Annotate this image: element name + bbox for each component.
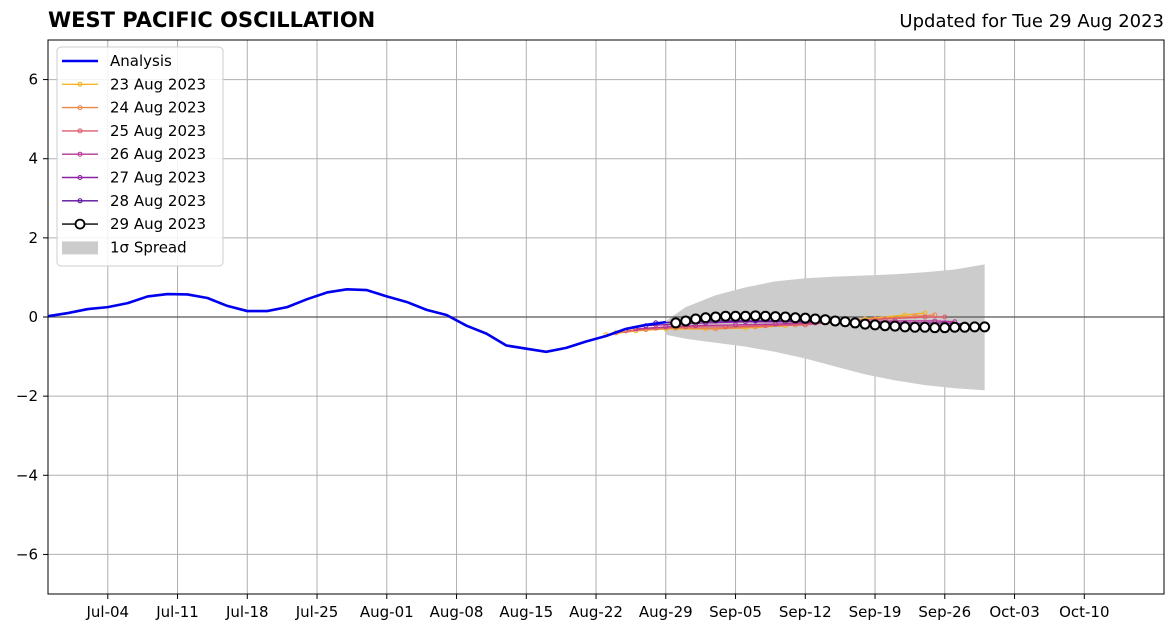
y-tick-label: 4 — [28, 150, 38, 168]
legend-label: 23 Aug 2023 — [110, 75, 206, 93]
legend-marker — [77, 128, 83, 134]
forecast-series-line — [625, 316, 945, 332]
spread-area — [665, 264, 985, 391]
forecast-series-line — [635, 320, 955, 330]
latest-point — [759, 310, 771, 322]
latest-point — [700, 312, 712, 324]
y-tick-label: −6 — [16, 545, 38, 563]
legend-label: Analysis — [110, 52, 172, 70]
legend-marker — [77, 151, 83, 157]
latest-point — [809, 313, 821, 325]
latest-point — [869, 319, 881, 331]
latest-point — [829, 315, 841, 327]
x-tick-label: Aug-22 — [569, 603, 623, 621]
latest-point — [879, 320, 891, 332]
latest-point — [690, 313, 702, 325]
x-tick-label: Sep-05 — [709, 603, 762, 621]
latest-point — [899, 321, 911, 333]
x-tick-label: Sep-26 — [918, 603, 971, 621]
x-tick-label: Aug-08 — [430, 603, 484, 621]
x-tick-label: Aug-29 — [639, 603, 693, 621]
legend-label: 25 Aug 2023 — [110, 122, 206, 140]
forecast-point — [922, 314, 928, 320]
latest-point — [710, 311, 722, 323]
latest-point — [680, 315, 692, 327]
y-tick-label: −4 — [16, 466, 38, 484]
legend-label: 24 Aug 2023 — [110, 99, 206, 117]
legend-label: 29 Aug 2023 — [110, 215, 206, 233]
y-tick-label: −2 — [16, 387, 38, 405]
latest-point — [839, 316, 851, 328]
x-tick-label: Sep-19 — [849, 603, 902, 621]
x-tick-label: Jul-11 — [155, 603, 199, 621]
latest-point — [959, 321, 971, 333]
x-axis-ticks: Jul-04 Jul-11 Jul-18 Jul-25 Aug-01 Aug-08 Aug-… — [85, 594, 1110, 621]
latest-point — [789, 312, 801, 324]
legend-swatch — [62, 241, 98, 255]
latest-point — [969, 321, 981, 333]
latest-point — [919, 321, 931, 333]
x-tick-label: Jul-25 — [295, 603, 339, 621]
latest-point — [749, 310, 761, 322]
latest-point — [909, 321, 921, 333]
legend-marker — [77, 105, 83, 111]
latest-point — [859, 318, 871, 330]
updated-date: Updated for Tue 29 Aug 2023 — [899, 11, 1164, 32]
x-tick-label: Oct-10 — [1059, 603, 1109, 621]
x-tick-label: Aug-15 — [499, 603, 553, 621]
legend-label: 28 Aug 2023 — [110, 192, 206, 210]
latest-point — [949, 321, 961, 333]
latest-point — [979, 321, 991, 333]
legend-label: 26 Aug 2023 — [110, 145, 206, 163]
latest-forecast-line — [670, 310, 991, 334]
analysis-series-line — [47, 287, 666, 354]
x-tick-label: Jul-04 — [85, 603, 129, 621]
spread-band — [665, 264, 985, 391]
y-tick-label: 2 — [28, 229, 38, 247]
chart-title: WEST PACIFIC OSCILLATION — [48, 8, 376, 32]
latest-point — [889, 320, 901, 332]
latest-point — [730, 310, 742, 322]
y-tick-label: 0 — [28, 308, 38, 326]
forecast-point — [912, 313, 918, 319]
legend-marker — [77, 198, 83, 204]
legend-marker — [74, 218, 86, 230]
analysis-line — [47, 287, 666, 354]
legend-label: 1σ Spread — [110, 238, 187, 256]
legend-marker — [77, 81, 83, 87]
y-axis-ticks: 6 4 2 0 −2 −4 −6 — [16, 71, 48, 563]
latest-point — [670, 317, 682, 329]
x-tick-label: Aug-01 — [360, 603, 414, 621]
legend: Analysis 23 Aug 2023 24 Aug 2023 25 Aug 202… — [56, 46, 224, 267]
latest-point — [740, 310, 751, 322]
latest-point — [929, 322, 941, 334]
latest-point — [720, 310, 732, 322]
x-tick-label: Sep-12 — [779, 603, 832, 621]
legend-label: 27 Aug 2023 — [110, 169, 206, 187]
legend-box — [56, 46, 224, 267]
latest-point — [769, 311, 781, 323]
y-tick-label: 6 — [28, 71, 38, 89]
latest-point — [939, 322, 951, 334]
forecast-point — [942, 314, 948, 320]
x-tick-label: Jul-18 — [225, 603, 269, 621]
x-tick-label: Oct-03 — [989, 603, 1039, 621]
forecast-point — [733, 322, 739, 328]
latest-point — [799, 312, 811, 324]
latest-point — [819, 314, 831, 326]
latest-point — [779, 311, 791, 323]
latest-point — [849, 317, 861, 329]
legend-marker — [77, 175, 83, 180]
